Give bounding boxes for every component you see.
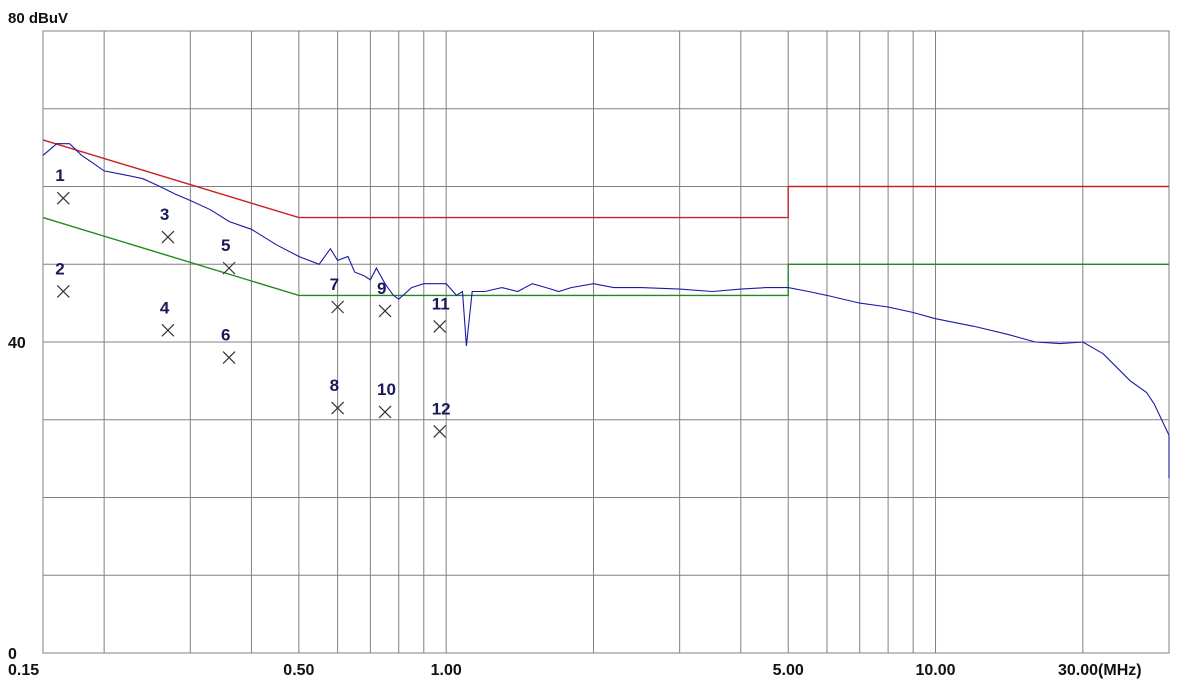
x-tick-label: 5.00 [773,662,804,679]
marker-label-11: 11 [432,294,450,313]
y-tick-label: 0 [8,646,17,663]
marker-label-10: 10 [377,380,396,399]
y-tick-label: 40 [8,335,26,352]
marker-label-6: 6 [221,326,230,345]
x-tick-label: 1.00 [431,662,462,679]
x-tick-label: 10.00 [915,662,955,679]
marker-label-4: 4 [160,298,170,317]
y-axis-top-label: 80 dBuV [8,10,68,27]
marker-label-9: 9 [377,279,386,298]
x-tick-label: 30.00(MHz) [1058,662,1142,679]
marker-label-7: 7 [330,275,339,294]
x-tick-label: 0.15 [8,662,39,679]
quasi-peak-limit-line [42,139,1169,219]
marker-label-1: 1 [55,166,64,185]
marker-9-cross-b [378,304,392,318]
marker-label-5: 5 [221,236,230,255]
marker-8-cross-b [331,401,345,415]
marker-12-cross-b [433,424,447,438]
measurement-trace [42,143,1170,479]
x-tick-label: 0.50 [283,662,314,679]
y-tick-labels: 40 0 [8,335,26,663]
marker-10-cross-b [378,405,392,419]
marker-label-2: 2 [55,259,64,278]
marker-6-cross-b [222,351,236,364]
marker-1-cross-b [56,191,70,205]
marker-3-cross-b [161,230,175,244]
marker-label-3: 3 [160,205,169,224]
marker-11-cross-b [433,320,447,333]
marker-2-cross-b [56,285,70,298]
marker-7-cross-b [331,300,345,314]
plot-frame [42,30,1170,654]
marker-label-12: 12 [432,399,451,418]
marker-5-cross-b [222,261,236,275]
x-tick-labels: 0.15 0.50 1.00 5.00 10.00 30.00(MHz) [8,662,1142,679]
marker-4-cross-b [161,323,175,337]
average-limit-line [42,216,1169,297]
marker-label-8: 8 [330,376,339,395]
